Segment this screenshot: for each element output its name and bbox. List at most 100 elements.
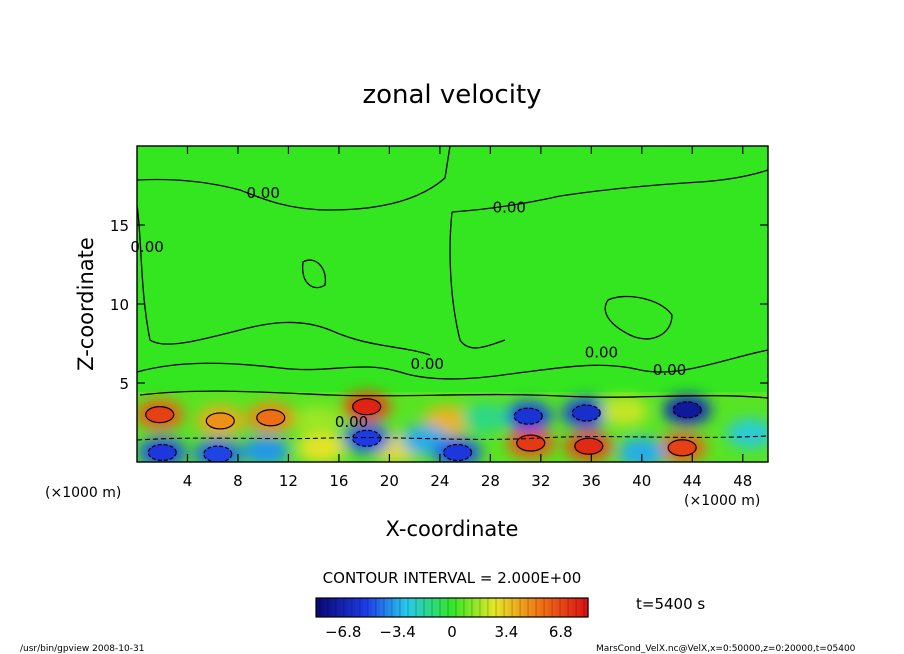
velocity-core-6 (574, 437, 604, 455)
colorbar-swatch-54 (532, 598, 537, 617)
colorbar-swatch-16 (380, 598, 385, 617)
colorbar-swatch-7 (344, 598, 349, 617)
y-tick-label-2: 15 (110, 217, 129, 235)
colorbar-swatch-46 (500, 598, 505, 617)
velocity-core-2 (256, 409, 286, 427)
colorbar-swatch-55 (536, 598, 541, 617)
velocity-core-15 (442, 443, 473, 462)
velocity-core-11 (203, 445, 233, 462)
contour-line-top-left (137, 146, 451, 211)
colorbar-swatch-15 (376, 598, 381, 617)
colorbar-swatch-21 (400, 598, 405, 617)
colorbar-swatch-66 (580, 598, 585, 617)
contour-line-mid-right (449, 211, 506, 349)
x-tick-label-8: 36 (582, 472, 601, 490)
x-tick-label-3: 16 (329, 472, 348, 490)
contour-loop-right (604, 295, 673, 340)
y-tick-label-0: 5 (119, 375, 129, 393)
colorbar-swatch-63 (568, 598, 573, 617)
colorbar-tick-label-2: 0 (447, 623, 457, 641)
contour-label-0: 0.00 (246, 184, 279, 202)
velocity-cell-9 (297, 432, 346, 462)
colorbar-swatch-42 (484, 598, 489, 617)
velocity-cell-12 (241, 435, 290, 462)
x-tick-label-11: 48 (733, 472, 752, 490)
colorbar-swatch-30 (436, 598, 441, 617)
velocity-cell-20 (726, 418, 768, 449)
colorbar-swatch-10 (356, 598, 361, 617)
x-tick-label-10: 44 (683, 472, 702, 490)
colorbar-swatch-32 (444, 598, 449, 617)
colorbar-swatch-47 (504, 598, 509, 617)
velocity-core-0 (145, 406, 175, 424)
chart-title: zonal velocity (362, 80, 541, 110)
contour-label-4: 0.00 (585, 344, 618, 362)
colorbar-swatch-8 (348, 598, 353, 617)
x-tick-label-2: 12 (279, 472, 298, 490)
colorbar-swatch-12 (364, 598, 369, 617)
y-tick-label-1: 10 (110, 296, 129, 314)
colorbar-swatch-27 (424, 598, 429, 617)
x-tick-label-7: 32 (531, 472, 550, 490)
contour-line-lower (137, 349, 768, 380)
colorbar-swatch-40 (476, 598, 481, 617)
colorbar-swatch-13 (368, 598, 373, 617)
footer-right: MarsCond_VelX.nc@VelX,x=0:50000,z=0:2000… (596, 644, 856, 654)
colorbar-swatch-50 (516, 598, 521, 617)
x-tick-label-1: 8 (233, 472, 243, 490)
colorbar-swatch-48 (508, 598, 513, 617)
colorbar-swatch-53 (528, 598, 533, 617)
contour-line-top-right (451, 169, 768, 213)
colorbar-swatch-25 (416, 598, 421, 617)
colorbar-swatch-23 (408, 598, 413, 617)
colorbar-swatch-9 (352, 598, 357, 617)
colorbar (316, 598, 589, 617)
colorbar-swatch-65 (576, 598, 581, 617)
x-axis-label: X-coordinate (386, 517, 519, 541)
velocity-core-16 (513, 407, 543, 425)
velocity-core-19 (672, 401, 702, 419)
colorbar-swatch-4 (332, 598, 337, 617)
colorbar-swatch-6 (340, 598, 345, 617)
contour-lines (137, 146, 768, 399)
colorbar-swatch-49 (512, 598, 517, 617)
colorbar-swatch-43 (488, 598, 493, 617)
velocity-core-10 (147, 443, 177, 462)
colorbar-swatch-61 (560, 598, 565, 617)
colorbar-swatch-67 (584, 598, 589, 617)
velocity-cell-18 (617, 437, 666, 462)
colorbar-swatch-62 (564, 598, 569, 617)
colorbar-swatch-33 (448, 598, 453, 617)
colorbar-swatch-34 (452, 598, 457, 617)
contour-interval-text: CONTOUR INTERVAL = 2.000E+00 (323, 569, 582, 587)
contour-label-6: 0.00 (335, 413, 368, 431)
x-tick-label-4: 20 (380, 472, 399, 490)
colorbar-swatch-11 (360, 598, 365, 617)
colorbar-swatch-2 (324, 598, 329, 617)
x-tick-label-6: 28 (481, 472, 500, 490)
colorbar-swatch-60 (556, 598, 561, 617)
colorbar-swatch-5 (336, 598, 341, 617)
colorbar-swatch-57 (544, 598, 549, 617)
contour-line-base (139, 390, 768, 399)
colorbar-swatch-41 (480, 598, 485, 617)
colorbar-swatch-59 (552, 598, 557, 617)
contour-label-1: 0.00 (493, 198, 526, 216)
x-axis-ticks: 4 8 12 16 20 24 28 32 36 40 44 48 (183, 146, 752, 490)
contour-label-2: 0.00 (130, 238, 163, 256)
contour-loop-small (302, 259, 327, 289)
contour-label-3: 0.00 (411, 355, 444, 373)
colorbar-swatch-51 (520, 598, 525, 617)
contour-labels: 0.00 0.00 0.00 0.00 0.00 0.00 0.00 (130, 184, 686, 431)
contour-line-left (137, 204, 431, 356)
colorbar-tick-label-0: −6.8 (325, 623, 361, 641)
colorbar-swatch-39 (472, 598, 477, 617)
colorbar-tick-label-4: 6.8 (549, 623, 573, 641)
velocity-core-7 (667, 439, 697, 457)
negative-contours (137, 435, 768, 441)
colorbar-swatch-45 (496, 598, 501, 617)
plot-area (137, 146, 768, 462)
colorbar-swatch-18 (388, 598, 393, 617)
colorbar-tick-label-3: 3.4 (494, 623, 518, 641)
